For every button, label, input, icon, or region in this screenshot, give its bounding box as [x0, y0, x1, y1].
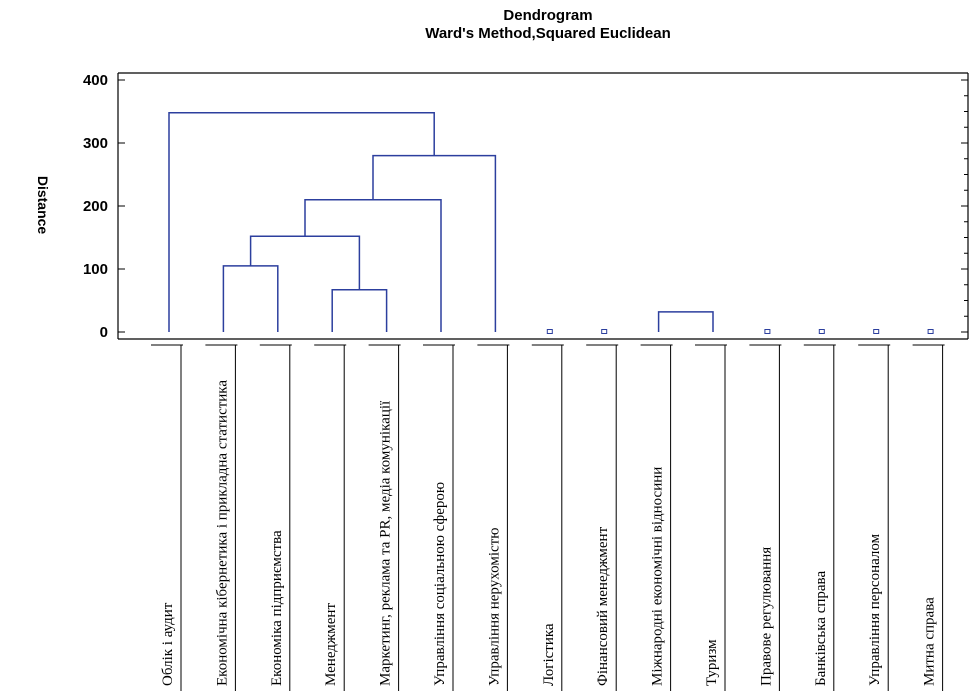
dendrogram-link-4 — [372, 154, 497, 332]
y-tick-label: 400 — [83, 72, 108, 89]
leaf-marker — [546, 329, 553, 334]
y-tick-label: 200 — [83, 198, 108, 215]
leaf-label: Управління соціальною сферою — [432, 482, 448, 686]
dendrogram-link-0 — [222, 265, 279, 332]
y-tick-label: 100 — [83, 261, 108, 278]
leaf-label: Фінансовий менеджмент — [595, 526, 611, 686]
leaf-label: Митна справа — [922, 597, 938, 686]
y-ticks: 0 100 200 300 400 — [83, 72, 968, 341]
leaf-marker — [818, 329, 825, 334]
leaf-label: Економіка підприємства — [269, 530, 285, 686]
leaf-label: Банківська справа — [813, 571, 829, 686]
leaf-label: Менеджмент — [323, 603, 339, 686]
dendrogram-link-1 — [331, 289, 388, 332]
chart-title: Dendrogram — [503, 7, 592, 24]
leaf-label: Управління нерухомістю — [486, 528, 502, 686]
leaf-label: Логістика — [541, 623, 557, 686]
dendrogram-link-3 — [304, 198, 442, 332]
chart-subtitle: Ward's Method,Squared Euclidean — [425, 25, 671, 42]
leaf-marker — [601, 329, 608, 334]
leaf-label: Туризм — [704, 639, 720, 686]
leaf-label: Маркетинг, реклама та PR, медіа комуніка… — [378, 400, 394, 686]
leaf-marker — [764, 329, 771, 334]
leaf-label: Економічна кібернетика і прикладна стати… — [214, 380, 230, 686]
dendrogram-link-5 — [168, 112, 435, 332]
leaf-label: Управління персоналом — [867, 533, 883, 686]
leaf-label: Правове регулювання — [758, 547, 774, 686]
leaf-label: Облік і аудит — [160, 602, 176, 686]
leaf-labels: Облік і аудит Економічна кібернетика і пр… — [160, 380, 938, 686]
dendrogram-link-6 — [657, 311, 714, 332]
dendrogram-links — [168, 112, 714, 332]
leaf-markers — [546, 329, 934, 334]
y-tick-label: 300 — [83, 135, 108, 152]
dendrogram-link-2 — [249, 235, 361, 290]
leaf-marker — [873, 329, 880, 334]
y-tick-label: 0 — [100, 324, 108, 341]
leaf-label: Міжнародні економічні відносини — [650, 467, 666, 686]
leaf-marker — [927, 329, 934, 334]
y-axis-label: Distance — [35, 176, 51, 235]
leaf-label-frames — [151, 344, 945, 691]
